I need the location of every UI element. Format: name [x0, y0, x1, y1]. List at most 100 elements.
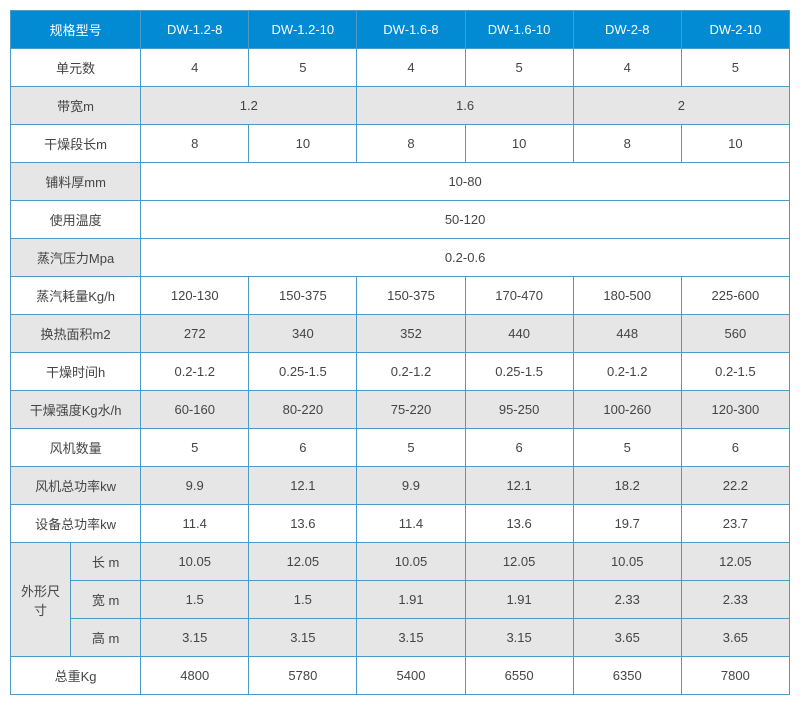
cell: 1.2 [141, 87, 357, 125]
row-operating-temp: 使用温度 50-120 [11, 201, 790, 239]
cell: 5 [357, 429, 465, 467]
col-model-2: DW-1.6-8 [357, 11, 465, 49]
col-model-1: DW-1.2-10 [249, 11, 357, 49]
cell: 0.2-0.6 [141, 239, 790, 277]
cell: 5780 [249, 657, 357, 695]
cell: 75-220 [357, 391, 465, 429]
cell: 1.5 [141, 581, 249, 619]
cell: 3.15 [465, 619, 573, 657]
row-label: 风机数量 [11, 429, 141, 467]
row-label: 长 m [71, 543, 141, 581]
row-label: 风机总功率kw [11, 467, 141, 505]
cell: 13.6 [249, 505, 357, 543]
cell: 3.15 [357, 619, 465, 657]
cell: 6350 [573, 657, 681, 695]
row-fan-power: 风机总功率kw 9.9 12.1 9.9 12.1 18.2 22.2 [11, 467, 790, 505]
cell: 10.05 [357, 543, 465, 581]
cell: 18.2 [573, 467, 681, 505]
cell: 9.9 [141, 467, 249, 505]
cell: 4 [357, 49, 465, 87]
cell: 5400 [357, 657, 465, 695]
cell: 6 [249, 429, 357, 467]
cell: 560 [681, 315, 789, 353]
cell: 9.9 [357, 467, 465, 505]
cell: 12.05 [681, 543, 789, 581]
cell: 12.05 [465, 543, 573, 581]
cell: 1.6 [357, 87, 573, 125]
cell: 2.33 [681, 581, 789, 619]
cell: 8 [573, 125, 681, 163]
cell: 5 [249, 49, 357, 87]
cell: 22.2 [681, 467, 789, 505]
cell: 95-250 [465, 391, 573, 429]
row-dim-height: 高 m 3.15 3.15 3.15 3.15 3.65 3.65 [11, 619, 790, 657]
row-unit-count: 单元数 4 5 4 5 4 5 [11, 49, 790, 87]
cell: 11.4 [141, 505, 249, 543]
row-equip-power: 设备总功率kw 11.4 13.6 11.4 13.6 19.7 23.7 [11, 505, 790, 543]
cell: 2.33 [573, 581, 681, 619]
cell: 23.7 [681, 505, 789, 543]
cell: 4800 [141, 657, 249, 695]
col-model-0: DW-1.2-8 [141, 11, 249, 49]
cell: 340 [249, 315, 357, 353]
cell: 6550 [465, 657, 573, 695]
cell: 120-300 [681, 391, 789, 429]
cell: 10 [465, 125, 573, 163]
cell: 50-120 [141, 201, 790, 239]
cell: 5 [141, 429, 249, 467]
row-belt-width: 带宽m 1.2 1.6 2 [11, 87, 790, 125]
cell: 352 [357, 315, 465, 353]
row-dry-section-length: 干燥段长m 8 10 8 10 8 10 [11, 125, 790, 163]
cell: 13.6 [465, 505, 573, 543]
cell: 10 [681, 125, 789, 163]
row-group-label: 外形尺寸 [11, 543, 71, 657]
cell: 1.5 [249, 581, 357, 619]
row-label: 总重Kg [11, 657, 141, 695]
cell: 5 [681, 49, 789, 87]
cell: 8 [357, 125, 465, 163]
cell: 0.25-1.5 [249, 353, 357, 391]
cell: 0.2-1.2 [141, 353, 249, 391]
row-label: 带宽m [11, 87, 141, 125]
cell: 0.2-1.2 [573, 353, 681, 391]
row-label: 设备总功率kw [11, 505, 141, 543]
row-steam-consumption: 蒸汽耗量Kg/h 120-130 150-375 150-375 170-470… [11, 277, 790, 315]
col-model-5: DW-2-10 [681, 11, 789, 49]
cell: 440 [465, 315, 573, 353]
cell: 1.91 [357, 581, 465, 619]
cell: 12.05 [249, 543, 357, 581]
row-dry-intensity: 干燥强度Kg水/h 60-160 80-220 75-220 95-250 10… [11, 391, 790, 429]
row-label: 蒸汽压力Mpa [11, 239, 141, 277]
cell: 2 [573, 87, 789, 125]
col-model-3: DW-1.6-10 [465, 11, 573, 49]
cell: 10-80 [141, 163, 790, 201]
row-label: 铺料厚mm [11, 163, 141, 201]
cell: 120-130 [141, 277, 249, 315]
row-label: 使用温度 [11, 201, 141, 239]
cell: 3.15 [141, 619, 249, 657]
cell: 4 [573, 49, 681, 87]
cell: 6 [465, 429, 573, 467]
cell: 6 [681, 429, 789, 467]
col-spec: 规格型号 [11, 11, 141, 49]
cell: 100-260 [573, 391, 681, 429]
cell: 0.2-1.5 [681, 353, 789, 391]
cell: 0.25-1.5 [465, 353, 573, 391]
cell: 8 [141, 125, 249, 163]
row-label: 蒸汽耗量Kg/h [11, 277, 141, 315]
row-label: 单元数 [11, 49, 141, 87]
row-label: 高 m [71, 619, 141, 657]
spec-table: 规格型号 DW-1.2-8 DW-1.2-10 DW-1.6-8 DW-1.6-… [10, 10, 790, 695]
cell: 3.15 [249, 619, 357, 657]
row-label: 干燥段长m [11, 125, 141, 163]
col-model-4: DW-2-8 [573, 11, 681, 49]
row-label: 干燥强度Kg水/h [11, 391, 141, 429]
cell: 19.7 [573, 505, 681, 543]
cell: 7800 [681, 657, 789, 695]
cell: 225-600 [681, 277, 789, 315]
cell: 60-160 [141, 391, 249, 429]
cell: 0.2-1.2 [357, 353, 465, 391]
cell: 170-470 [465, 277, 573, 315]
cell: 12.1 [465, 467, 573, 505]
cell: 3.65 [573, 619, 681, 657]
